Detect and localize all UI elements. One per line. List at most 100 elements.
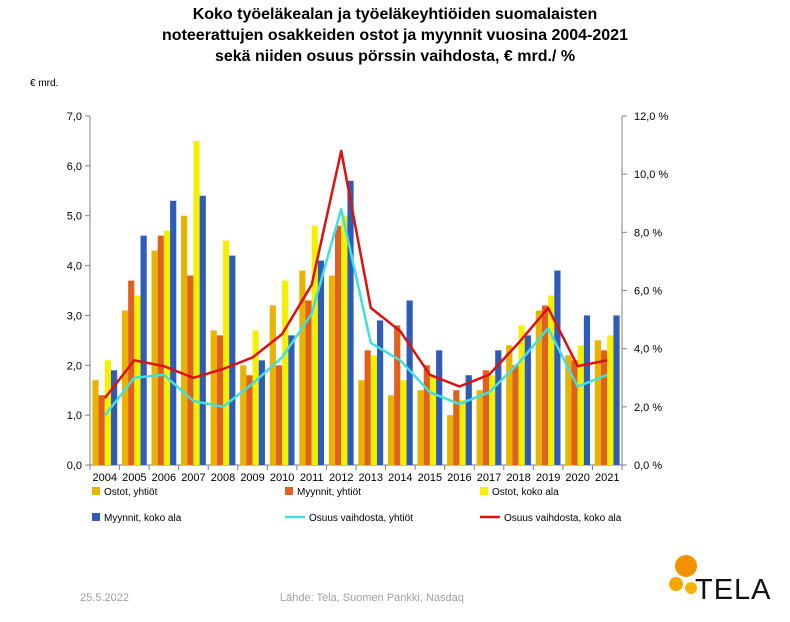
x-tick-label: 2015 xyxy=(418,472,442,484)
bar xyxy=(311,225,318,465)
x-tick-label: 2014 xyxy=(388,472,412,484)
bar xyxy=(506,345,513,465)
bar xyxy=(601,350,608,465)
bar xyxy=(607,335,614,465)
bar xyxy=(317,260,325,465)
bar xyxy=(577,345,584,465)
y-tick-label-right: 10,0 % xyxy=(634,169,668,181)
x-tick-label: 2011 xyxy=(300,472,324,484)
bar xyxy=(465,375,472,465)
bar xyxy=(565,355,572,465)
legend-swatch xyxy=(285,487,293,495)
x-tick-label: 2009 xyxy=(240,472,264,484)
bar xyxy=(341,215,348,465)
bar xyxy=(210,330,217,465)
y-tick-label-left: 6,0 xyxy=(67,161,82,173)
combo-chart: € mrd. 0,0 1,0 2,0 3,0 4,0 5,0 6,0 7,0 0,0 % 2,0 %… xyxy=(30,78,668,524)
line-series xyxy=(103,207,608,417)
x-tick-label: 2017 xyxy=(477,472,501,484)
legend-label: Osuus vaihdosta, yhtiöt xyxy=(309,513,413,524)
y-tick-label-right: 12,0 % xyxy=(634,111,668,123)
bar xyxy=(134,295,141,465)
x-tick-label: 2013 xyxy=(359,472,383,484)
bar xyxy=(92,380,99,465)
y-tick-label-left: 4,0 xyxy=(67,261,82,273)
bar xyxy=(288,335,295,465)
bar xyxy=(512,365,519,465)
bar xyxy=(252,330,259,465)
title-line-1: Koko työeläkealan ja työeläkeyhtiöiden s… xyxy=(192,6,598,23)
legend-label: Osuus vaihdosta, koko ala xyxy=(504,513,622,524)
bar xyxy=(370,355,377,465)
bar xyxy=(453,390,460,465)
tela-logo: TELA xyxy=(660,552,772,612)
bar xyxy=(110,370,118,465)
x-tick-label: 2021 xyxy=(595,472,619,484)
bar xyxy=(376,320,384,465)
bar xyxy=(495,350,502,465)
bar xyxy=(157,235,164,465)
bar xyxy=(429,375,437,465)
bar xyxy=(328,275,336,465)
bar xyxy=(223,240,230,465)
bar xyxy=(364,350,371,465)
y-axis-label: € mrd. xyxy=(30,78,58,89)
bar xyxy=(387,395,395,465)
legend-label: Myynnit, koko ala xyxy=(104,513,182,524)
bar xyxy=(613,315,620,465)
legend-label: Myynnit, yhtiöt xyxy=(297,487,361,498)
bar xyxy=(482,370,489,465)
bar xyxy=(594,340,602,465)
y-tick-label-left: 0,0 xyxy=(67,460,82,472)
bar xyxy=(170,200,177,465)
y-tick-label-left: 1,0 xyxy=(67,410,82,422)
bar xyxy=(571,360,578,465)
legend-swatch xyxy=(92,487,100,495)
bar xyxy=(229,255,236,465)
bar xyxy=(436,350,443,465)
bar xyxy=(535,310,542,465)
logo-dot-large xyxy=(675,555,697,577)
bar xyxy=(394,325,401,465)
bar xyxy=(163,230,171,465)
y-tick-label-left: 7,0 xyxy=(67,111,82,123)
bar xyxy=(258,360,265,465)
legend-label: Ostot, koko ala xyxy=(492,487,559,498)
bar xyxy=(240,365,247,465)
x-tick-label: 2019 xyxy=(536,472,560,484)
x-tick-label: 2004 xyxy=(93,472,117,484)
y-tick-label-right: 6,0 % xyxy=(634,286,662,298)
bar xyxy=(524,335,531,465)
x-tick-label: 2020 xyxy=(565,472,589,484)
x-tick-label: 2006 xyxy=(152,472,176,484)
bar xyxy=(199,195,206,465)
legend-label: Ostot, yhtiöt xyxy=(104,487,158,498)
logo-dot-medium xyxy=(669,577,683,591)
footer-date: 25.5.2022 xyxy=(80,592,129,604)
y-tick-label-left: 2,0 xyxy=(67,360,82,372)
bar xyxy=(583,315,591,465)
bar xyxy=(187,275,194,465)
bar xyxy=(459,400,466,465)
bar xyxy=(128,280,135,465)
title-line-2: noteerattujen osakkeiden ostot ja myynni… xyxy=(162,27,628,44)
bar xyxy=(193,140,200,465)
bar xyxy=(305,300,312,465)
logo-text: TELA xyxy=(695,574,772,606)
y-tick-label-right: 8,0 % xyxy=(634,227,662,239)
x-tick-label: 2007 xyxy=(181,472,205,484)
bar xyxy=(181,215,188,465)
bar xyxy=(335,225,342,465)
legend-swatch xyxy=(480,487,488,495)
bar xyxy=(406,300,413,465)
bar xyxy=(476,390,483,465)
bar xyxy=(151,250,158,465)
bar xyxy=(299,270,306,465)
y-tick-label-left: 3,0 xyxy=(67,310,82,322)
bar xyxy=(548,295,555,465)
bar xyxy=(518,325,525,465)
bar xyxy=(282,280,289,465)
bar xyxy=(98,395,105,465)
bar xyxy=(447,415,454,465)
footer-source: Lähde: Tela, Suomen Pankki, Nasdaq xyxy=(280,592,464,604)
